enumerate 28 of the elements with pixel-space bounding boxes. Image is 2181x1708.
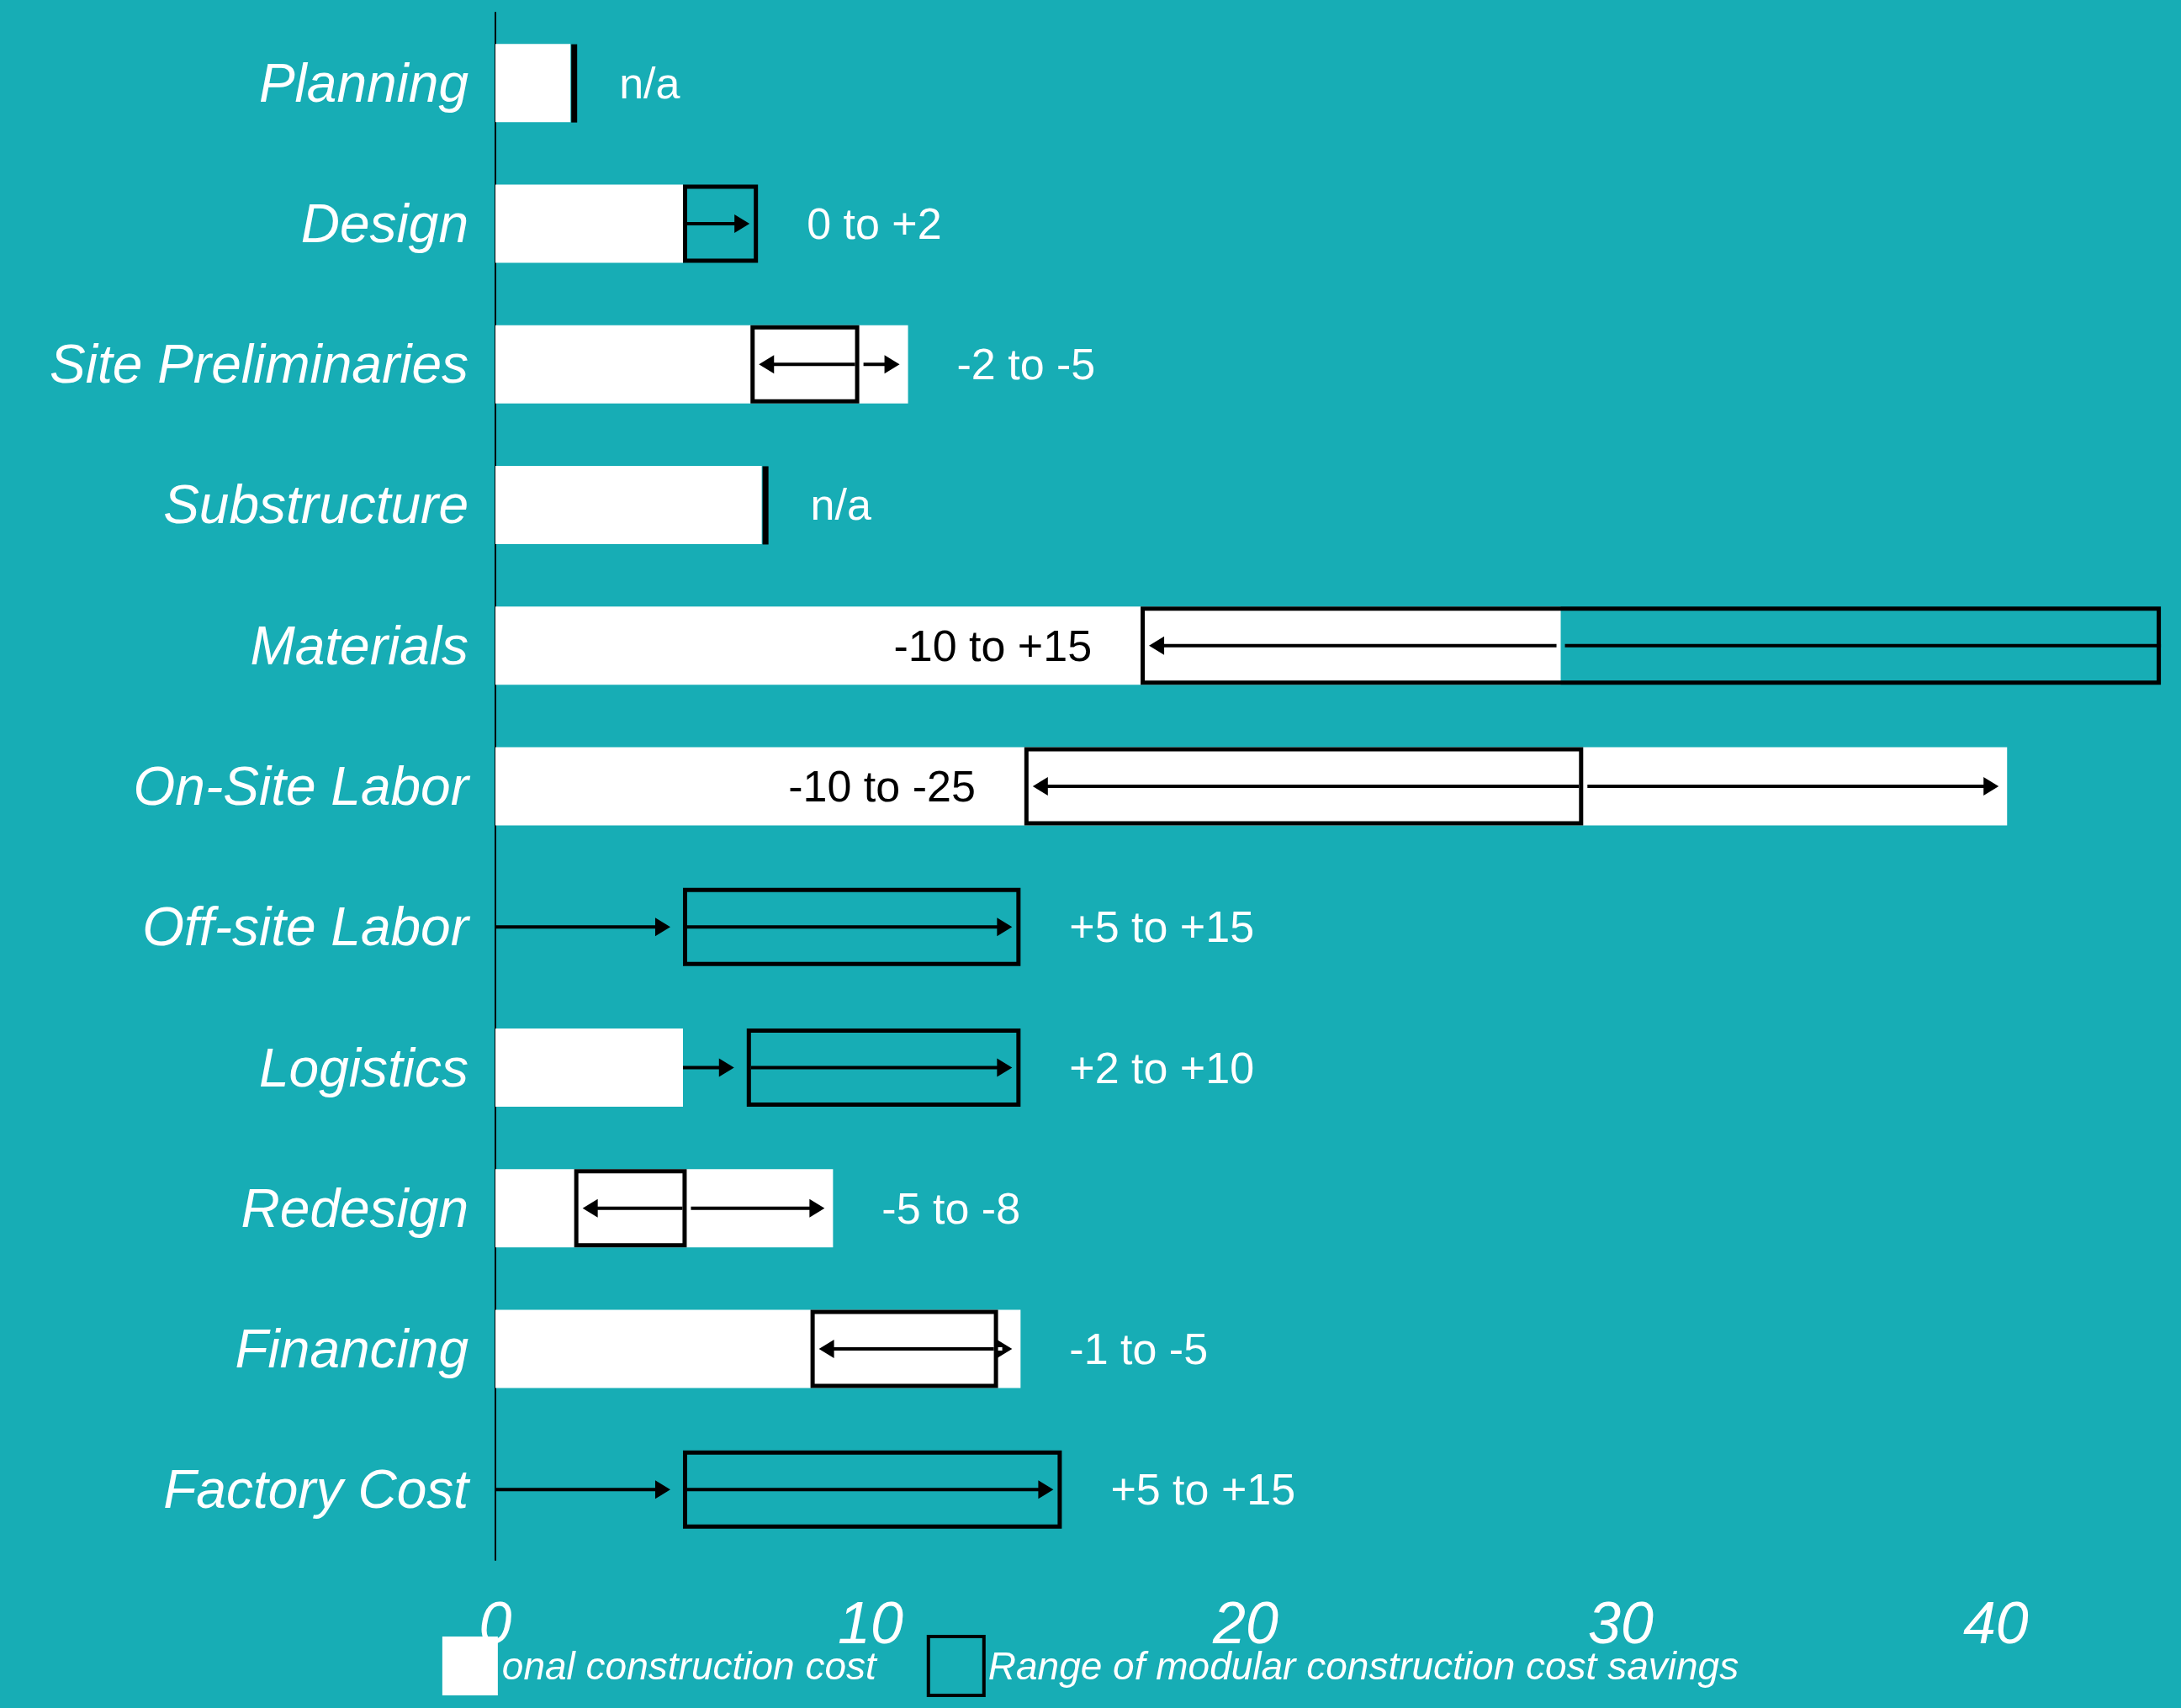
- y-tick-label: Logistics: [259, 1037, 468, 1098]
- annotation: -10 to -25: [788, 762, 976, 811]
- bar: [495, 747, 2008, 826]
- y-tick-label: Substructure: [163, 474, 468, 536]
- annotation: n/a: [619, 58, 680, 108]
- annotation: +5 to +15: [1069, 902, 1255, 952]
- annotation: -1 to -5: [1069, 1325, 1209, 1374]
- annotation: -5 to -8: [881, 1183, 1021, 1233]
- bar: [495, 325, 908, 404]
- y-tick-label: On-Site Labor: [133, 756, 471, 817]
- y-tick-label: Planning: [258, 52, 469, 114]
- x-tick-label: 40: [1962, 1590, 2029, 1656]
- y-tick-label: Redesign: [241, 1177, 468, 1239]
- legend-label: onal construction cost: [501, 1644, 878, 1688]
- annotation: +2 to +10: [1069, 1043, 1255, 1092]
- annotation: +5 to +15: [1110, 1465, 1296, 1515]
- annotation: -2 to -5: [956, 340, 1096, 389]
- bar: [495, 1029, 683, 1108]
- y-tick-label: Financing: [235, 1319, 469, 1380]
- y-tick-label: Materials: [250, 615, 468, 676]
- annotation: -10 to +15: [893, 621, 1093, 670]
- y-tick-label: Factory Cost: [163, 1459, 471, 1520]
- y-tick-label: Site Preliminaries: [50, 334, 468, 395]
- y-tick-label: Off-site Labor: [142, 896, 471, 958]
- y-tick-label: Design: [300, 193, 468, 254]
- bar: [495, 1309, 1021, 1388]
- annotation: n/a: [810, 480, 871, 530]
- annotation: 0 to +2: [807, 198, 942, 248]
